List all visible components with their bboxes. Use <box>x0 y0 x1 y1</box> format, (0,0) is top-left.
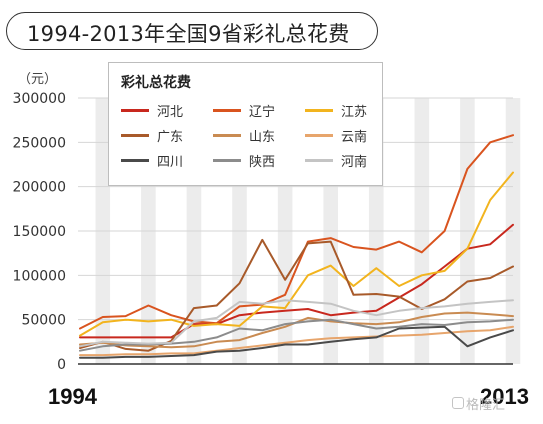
y-tick-label-300000: 300000 <box>13 91 66 107</box>
legend-label: 陕西 <box>249 155 276 170</box>
legend-swatch <box>121 159 149 162</box>
series-lines <box>79 134 514 359</box>
legend-label: 江苏 <box>341 105 368 120</box>
chart-title: 1994-2013年全国9省彩礼总花费 <box>27 22 350 46</box>
legend-swatch <box>213 134 241 137</box>
y-tick-label-150000: 150000 <box>13 224 66 240</box>
legend-label: 山东 <box>249 130 276 145</box>
legend-swatch <box>213 109 241 112</box>
series-line-3 <box>79 171 514 337</box>
x-start-label: 1994 <box>48 384 97 409</box>
title-pill: 1994-2013年全国9省彩礼总花费 <box>6 12 378 50</box>
legend-swatch <box>305 159 333 162</box>
series-line-7 <box>79 325 514 359</box>
y-tick-label-50000: 50000 <box>21 313 66 329</box>
legend-swatch <box>213 159 241 162</box>
y-tick-labels: 0 50000 100000 150000 200000 250000 300000 <box>13 91 66 373</box>
watermark-icon <box>452 397 464 409</box>
series-line-6 <box>79 325 514 357</box>
legend: 彩礼总花费 河北 辽宁 江苏广东 山东 云南四川 陕西 河南 <box>108 62 383 186</box>
y-tick-label-200000: 200000 <box>13 180 66 196</box>
legend-label: 云南 <box>341 130 368 145</box>
legend-swatch <box>305 109 333 112</box>
legend-swatch <box>305 134 333 137</box>
series-line-4 <box>79 238 514 352</box>
legend-label: 辽宁 <box>249 105 276 120</box>
y-tick-label-250000: 250000 <box>13 135 66 151</box>
legend-swatch <box>121 109 149 112</box>
legend-label: 河南 <box>341 155 368 170</box>
y-tick-label-0: 0 <box>57 357 66 373</box>
watermark-text: 格隆汇 <box>466 398 506 413</box>
y-axis-unit: （元） <box>18 72 58 87</box>
series-line-1 <box>79 223 514 339</box>
legend-label: 广东 <box>157 130 184 145</box>
x-end-label: 2013 <box>480 384 529 409</box>
series-line-9 <box>79 299 514 348</box>
legend-title: 彩礼总花费 <box>121 75 191 91</box>
legend-swatch <box>121 134 149 137</box>
legend-label: 河北 <box>157 105 184 120</box>
series-line-2 <box>79 134 514 330</box>
y-tick-label-100000: 100000 <box>13 268 66 284</box>
legend-label: 四川 <box>157 155 184 170</box>
